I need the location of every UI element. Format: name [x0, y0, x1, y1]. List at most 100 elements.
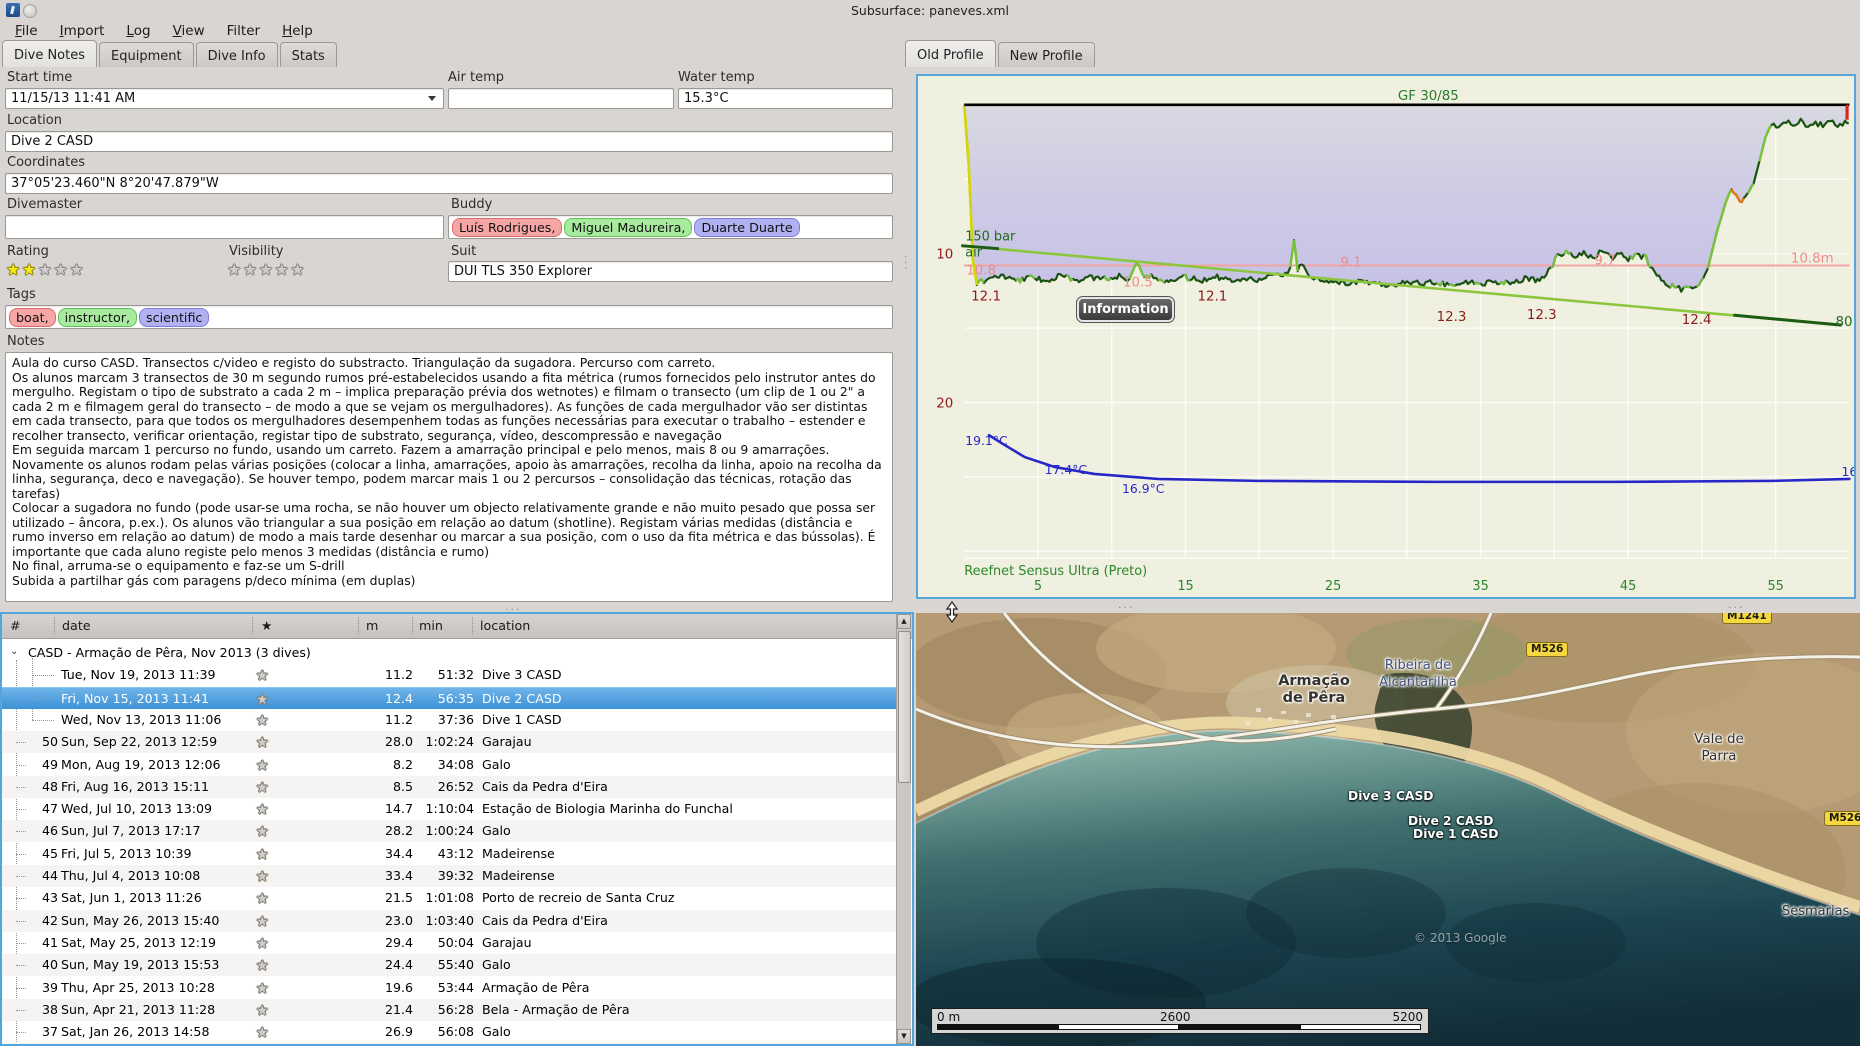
menu-help[interactable]: Help	[282, 23, 313, 39]
dive-list-scrollbar[interactable]: ▲ ▼	[896, 614, 911, 1044]
dive-row[interactable]: Wed, Nov 13, 2013 11:06 ★ ★ ★ ★ ★ 11.2 37:36 Div…	[2, 709, 898, 731]
divemaster-field[interactable]	[5, 215, 444, 239]
column-header-num[interactable]: #	[10, 618, 21, 633]
right-tab-bar: Old Profile New Profile	[905, 40, 1097, 67]
dive-profile-chart[interactable]: GF 30/85 150 bar air 80 10 20 12.1 12.1 12.3 12.3…	[916, 74, 1857, 599]
coordinates-field[interactable]: 37°05'23.460"N 8°20'47.879"W	[5, 173, 893, 194]
scrollbar-thumb[interactable]	[898, 631, 911, 783]
star-icon: ★	[256, 691, 270, 708]
rating-stars[interactable]: ★★★★★	[6, 262, 85, 279]
tag-pill[interactable]: instructor,	[57, 307, 137, 327]
menu-file[interactable]: File	[15, 23, 38, 39]
tags-field[interactable]: boat, instructor, scientific	[5, 305, 893, 329]
dive-row-48[interactable]: 48 Fri, Aug 16, 2013 15:11 ★ ★ ★ ★ ★ 8.5 26:52 Ca…	[2, 775, 898, 798]
star-icon: ★	[256, 980, 270, 997]
chevron-down-icon[interactable]	[428, 94, 437, 103]
star-icon: ★	[256, 980, 270, 997]
dive-row-46[interactable]: 46 Sun, Jul 7, 2013 17:17 ★ ★ ★ ★ ★ 28.2 1:00:24…	[2, 820, 898, 843]
dive-row-49[interactable]: 49 Mon, Aug 19, 2013 12:06 ★ ★ ★ ★ ★ 8.2 34:08 Ga…	[2, 754, 898, 776]
svg-text:9.7: 9.7	[1594, 254, 1615, 269]
tab-old-profile[interactable]: Old Profile	[905, 40, 996, 67]
splitter-handle[interactable]: ···	[1118, 601, 1135, 614]
star-icon: ★	[256, 779, 270, 796]
star-icon: ★	[256, 712, 270, 729]
star-icon: ★	[256, 779, 270, 796]
star-icon: ★	[256, 869, 270, 885]
dive-list-header[interactable]: # date ★ m min location	[2, 614, 912, 639]
map-dive3-label: Dive 3 CASD	[1348, 789, 1434, 803]
tag-pill[interactable]: boat,	[9, 307, 56, 327]
suit-field[interactable]: DUI TLS 350 Explorer	[448, 261, 893, 282]
tag-pill[interactable]: Duarte Duarte	[694, 217, 800, 237]
dive-row[interactable]: Fri, Nov 15, 2013 11:41 ★ ★ ★ ★ ★ 12.4 56:35 Div…	[2, 686, 898, 709]
star-icon: ★	[256, 980, 270, 997]
dive-row-42[interactable]: 42 Sun, May 26, 2013 15:40 ★ ★ ★ ★ ★ 23.0 1:03:4…	[2, 909, 898, 932]
star-icon: ★	[256, 869, 270, 885]
star-icon: ★	[290, 260, 307, 279]
air-temp-label: Air temp	[448, 70, 504, 85]
star-icon: ★	[256, 668, 270, 685]
svg-text:55: 55	[1767, 579, 1783, 594]
dive-row-44[interactable]: 44 Thu, Jul 4, 2013 10:08 ★ ★ ★ ★ ★ 33.4 39:32 Ma…	[2, 865, 898, 887]
dive-row-43[interactable]: 43 Sat, Jun 1, 2013 11:26 ★ ★ ★ ★ ★ 21.5 1:01:08…	[2, 887, 898, 909]
tab-dive-notes[interactable]: Dive Notes	[2, 40, 97, 67]
scroll-down-button[interactable]: ▼	[897, 1029, 911, 1044]
information-button[interactable]: Information	[1076, 296, 1175, 323]
menu-filter[interactable]: Filter	[226, 23, 261, 39]
rating-label: Rating	[7, 244, 49, 259]
app-icon	[6, 3, 20, 17]
tab-new-profile[interactable]: New Profile	[997, 42, 1095, 67]
menu-view[interactable]: View	[172, 23, 205, 39]
tag-pill[interactable]: Luís Rodrigues,	[452, 217, 563, 237]
expander-icon[interactable]: ⌄	[10, 646, 19, 657]
tag-pill[interactable]: Miguel Madureira,	[564, 217, 693, 237]
window-titlebar[interactable]: Subsurface: paneves.xml	[0, 0, 1860, 23]
tab-stats[interactable]: Stats	[279, 42, 337, 67]
dive-row-39[interactable]: 39 Thu, Apr 25, 2013 10:28 ★ ★ ★ ★ ★ 19.6 53:44 A…	[2, 977, 898, 999]
column-header-date[interactable]: date	[62, 618, 91, 633]
dive-row-47[interactable]: 47 Wed, Jul 10, 2013 13:09 ★ ★ ★ ★ ★ 14.7 1:10:0…	[2, 798, 898, 820]
star-icon: ★	[256, 913, 270, 930]
dive-trip-group-row[interactable]: ⌄ CASD - Armação de Pêra, Nov 2013 (3 div…	[10, 645, 311, 660]
visibility-stars[interactable]: ★★★★★	[227, 262, 306, 279]
column-header-stars[interactable]: ★	[261, 618, 273, 633]
dive-site-map[interactable]: Armação de Pêra Ribeira de Alcantarilha Va…	[916, 613, 1860, 1046]
menu-log[interactable]: Log	[126, 23, 151, 39]
star-icon: ★	[256, 779, 270, 796]
panel-splitter-handle[interactable]: ···	[899, 255, 912, 272]
column-header-min[interactable]: min	[419, 618, 443, 633]
dive-row-37[interactable]: 37 Sat, Jan 26, 2013 14:58 ★ ★ ★ ★ ★ 26.9 56:08 G…	[2, 1021, 898, 1043]
menu-import[interactable]: Import	[59, 23, 105, 39]
map-town-label: Armação de Pêra	[1278, 673, 1350, 706]
svg-text:15: 15	[1177, 579, 1193, 594]
star-icon: ★	[256, 824, 270, 841]
star-icon: ★	[256, 958, 270, 975]
star-icon: ★	[256, 958, 270, 975]
dive-row-50[interactable]: 50 Sun, Sep 22, 2013 12:59 ★ ★ ★ ★ ★ 28.0 1:02:2…	[2, 731, 898, 754]
dive-row-45[interactable]: 45 Fri, Jul 5, 2013 10:39 ★ ★ ★ ★ ★ 34.4 43:12 Ma…	[2, 843, 898, 865]
star-icon: ★	[256, 1025, 270, 1042]
water-temp-field[interactable]: 15.3°C	[678, 88, 893, 109]
buddy-field[interactable]: Luís Rodrigues, Miguel Madureira, Duarte D…	[448, 215, 893, 239]
column-header-location[interactable]: location	[480, 618, 531, 633]
air-temp-field[interactable]	[448, 88, 674, 109]
road-badge: M1241	[1722, 613, 1772, 624]
star-icon: ★	[256, 691, 270, 708]
star-icon: ★	[256, 869, 270, 885]
dive-row-40[interactable]: 40 Sun, May 19, 2013 15:53 ★ ★ ★ ★ ★ 24.4 55:40 G…	[2, 954, 898, 977]
dive-row-38[interactable]: 38 Sun, Apr 21, 2013 11:28 ★ ★ ★ ★ ★ 21.4 56:28 B…	[2, 998, 898, 1021]
location-field[interactable]: Dive 2 CASD	[5, 131, 893, 152]
scroll-up-button[interactable]: ▲	[897, 614, 911, 629]
notes-textarea[interactable]: Aula do curso CASD. Transectos c/video e…	[5, 352, 893, 602]
start-time-combo[interactable]: 11/15/13 11:41 AM	[5, 88, 444, 109]
column-header-m[interactable]: m	[366, 618, 379, 633]
dive-row-41[interactable]: 41 Sat, May 25, 2013 12:19 ★ ★ ★ ★ ★ 29.4 50:04 G…	[2, 932, 898, 954]
dive-row-36[interactable]: 36Sun, Jan 20, 2013 12:33★★★★★21.758:36C…	[2, 1043, 898, 1044]
tag-pill[interactable]: scientific	[138, 307, 210, 327]
star-icon: ★	[256, 691, 270, 708]
star-icon: ★	[256, 980, 270, 997]
splitter-handle[interactable]: ···	[1728, 601, 1745, 614]
dive-row[interactable]: Tue, Nov 19, 2013 11:39 ★ ★ ★ ★ ★ 11.2 51:32 Div…	[2, 664, 898, 686]
tab-equipment[interactable]: Equipment	[99, 42, 194, 67]
tab-dive-info[interactable]: Dive Info	[195, 42, 278, 67]
